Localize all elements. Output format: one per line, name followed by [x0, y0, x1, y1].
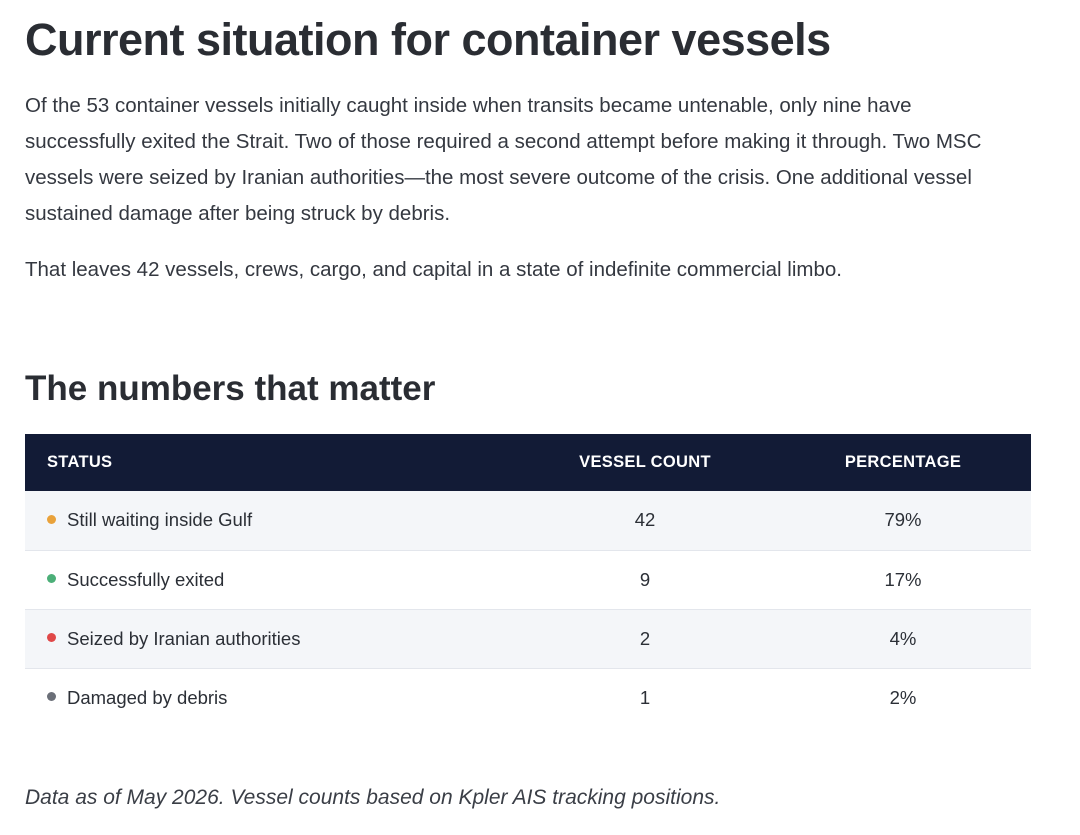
percentage-column-header: PERCENTAGE — [844, 453, 962, 471]
status-column-header: STATUS — [47, 453, 113, 471]
table-row: Successfully exited 9 17% — [25, 550, 1031, 609]
data-source-footnote: Data as of May 2026. Vessel counts based… — [25, 786, 721, 809]
summary-paragraph: That leaves 42 vessels, crews, cargo, an… — [25, 258, 842, 281]
status-label: Seized by Iranian authorities — [67, 627, 301, 649]
table-header-row: STATUS VESSEL COUNT PERCENTAGE — [25, 434, 1031, 491]
intro-paragraph: Of the 53 container vessels initially ca… — [25, 94, 982, 225]
percentage-cell: 79% — [884, 509, 922, 531]
page-title: Current situation for container vessels — [25, 14, 831, 65]
status-dot-icon — [47, 633, 56, 643]
section-heading: The numbers that matter — [25, 369, 436, 408]
status-dot-icon — [47, 514, 56, 524]
status-dot-icon — [47, 574, 56, 584]
percentage-cell: 4% — [889, 627, 917, 649]
status-cell: Damaged by debris — [25, 668, 515, 727]
status-cell: Successfully exited — [25, 550, 515, 609]
percentage-cell: 2% — [889, 686, 917, 708]
status-label: Damaged by debris — [67, 686, 228, 708]
vessel-status-table: STATUS VESSEL COUNT PERCENTAGE Still wai… — [25, 434, 1031, 727]
table-row: Damaged by debris 1 2% — [25, 668, 1031, 727]
vessel-count-cell: 9 — [639, 568, 651, 590]
vessel-count-cell: 1 — [639, 686, 651, 708]
status-dot-icon — [47, 692, 56, 702]
percentage-cell: 17% — [884, 568, 922, 590]
vessel-count-column-header: VESSEL COUNT — [579, 453, 711, 471]
table-row: Seized by Iranian authorities 2 4% — [25, 609, 1031, 668]
status-cell: Seized by Iranian authorities — [25, 609, 515, 668]
table-row: Still waiting inside Gulf 42 79% — [25, 491, 1031, 550]
status-cell: Still waiting inside Gulf — [25, 491, 515, 550]
vessel-count-cell: 42 — [634, 509, 656, 531]
status-label: Still waiting inside Gulf — [67, 509, 253, 531]
vessel-count-cell: 2 — [639, 627, 651, 649]
status-label: Successfully exited — [67, 568, 225, 590]
